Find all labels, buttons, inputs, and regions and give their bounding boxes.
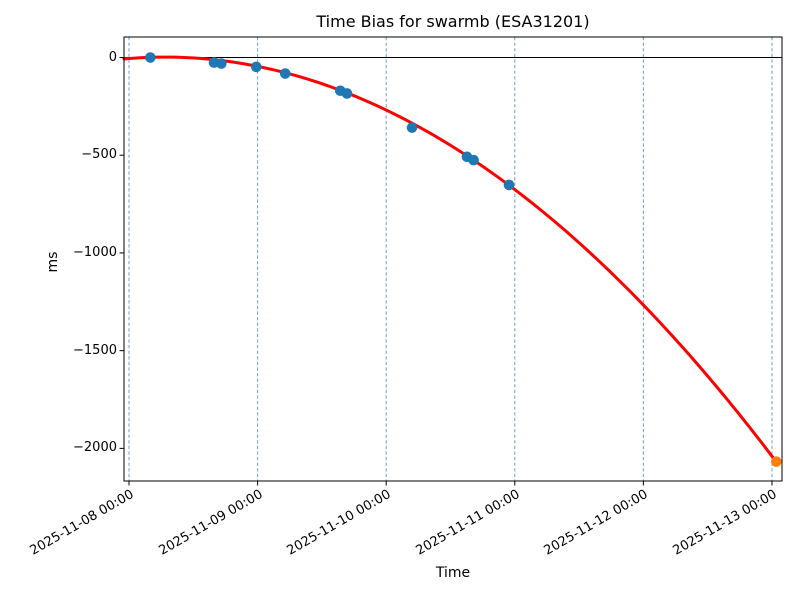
data-point bbox=[251, 61, 262, 73]
y-tick-label: −500 bbox=[81, 147, 117, 163]
data-point bbox=[406, 122, 418, 133]
y-tick-label: −1000 bbox=[73, 244, 117, 260]
prediction-point bbox=[771, 456, 782, 467]
fit-curve bbox=[122, 55, 778, 464]
y-tick-label: −1500 bbox=[73, 342, 117, 358]
data-point bbox=[341, 88, 353, 99]
chart-title: Time Bias for swarmb (ESA31201) bbox=[316, 12, 590, 31]
data-point bbox=[503, 179, 515, 191]
data-point bbox=[279, 68, 291, 79]
y-tick-label: −2000 bbox=[73, 440, 117, 456]
data-point bbox=[145, 52, 156, 63]
data-point bbox=[468, 154, 479, 166]
x-axis-label: Time bbox=[435, 565, 471, 581]
y-tick-label: 0 bbox=[108, 49, 117, 65]
data-point bbox=[216, 58, 227, 69]
axes-frame bbox=[123, 36, 783, 482]
